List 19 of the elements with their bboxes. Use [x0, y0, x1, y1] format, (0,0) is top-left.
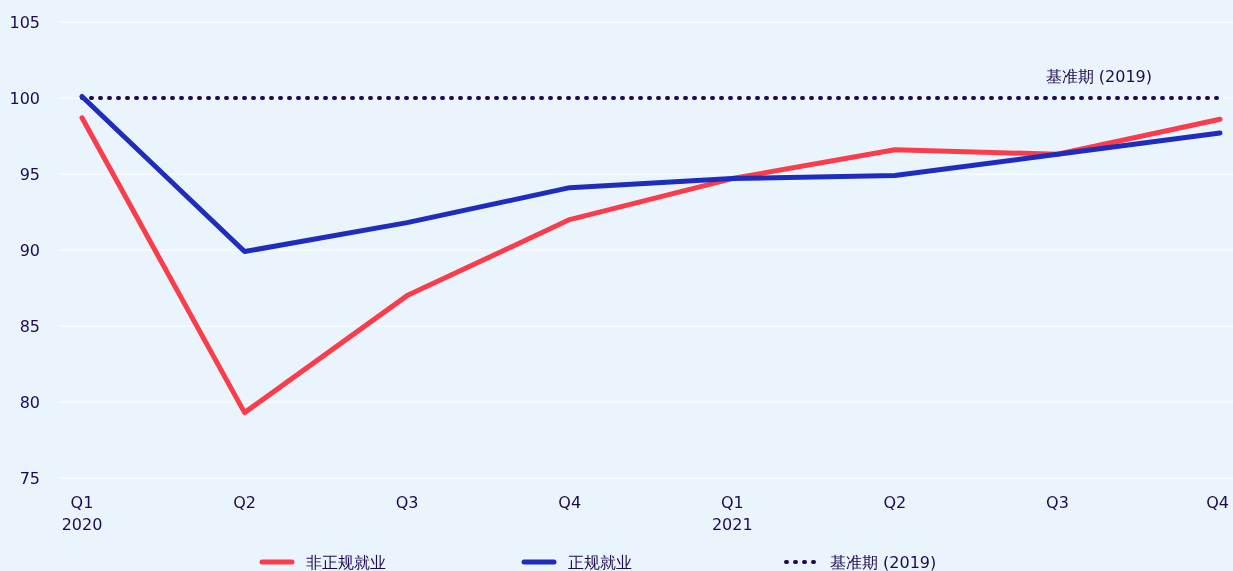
y-tick-label: 80 — [19, 393, 40, 412]
y-tick-label: 100 — [9, 89, 40, 108]
y-tick-label: 75 — [19, 469, 40, 488]
x-tick-label: Q3 — [395, 493, 419, 512]
legend-label: 基准期 (2019) — [830, 553, 937, 571]
y-tick-label: 105 — [9, 13, 40, 32]
x-tick-label: Q4 — [1206, 493, 1229, 512]
legend-label: 非正规就业 — [306, 553, 386, 571]
text: 基准期 (2019) — [1045, 67, 1152, 86]
x-tick-label: Q2 — [883, 493, 907, 512]
x-tick-label: Q1 2021 — [711, 493, 753, 534]
y-tick-label: 85 — [19, 317, 40, 336]
x-tick-label: Q4 — [558, 493, 582, 512]
x-tick-label: Q2 — [233, 493, 256, 512]
y-tick-label: 90 — [19, 241, 40, 260]
x-tick-label: Q3 — [1046, 493, 1069, 512]
y-tick-label: 95 — [19, 165, 40, 184]
legend-label: 正规就业 — [568, 553, 632, 571]
x-tick-label: Q1 2020 — [61, 493, 103, 534]
